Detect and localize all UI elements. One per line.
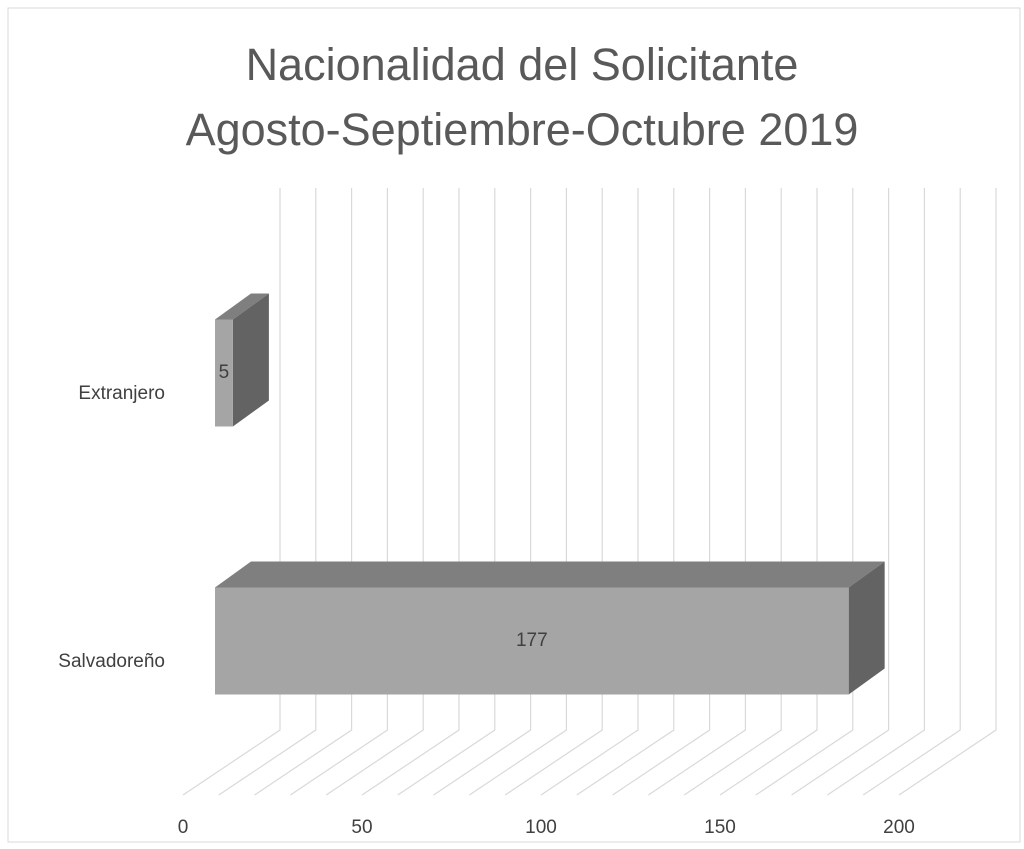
bar-side xyxy=(232,293,269,427)
x-tick-label: 0 xyxy=(178,817,189,838)
grid-line xyxy=(325,188,424,796)
data-label: 177 xyxy=(516,630,548,651)
bar-side xyxy=(848,561,885,695)
grid-line xyxy=(862,188,961,796)
chart-border xyxy=(7,7,1021,843)
grid-line xyxy=(683,188,782,796)
grid-line xyxy=(576,188,675,796)
grid-line xyxy=(612,188,711,796)
grid-line xyxy=(218,188,317,796)
grid-line xyxy=(898,188,997,796)
grid-line xyxy=(433,188,532,796)
bar xyxy=(215,293,269,427)
chart-title: Nacionalidad del Solicitante xyxy=(246,39,799,90)
grid-line xyxy=(827,188,926,796)
grid-line xyxy=(290,188,388,796)
grid-line xyxy=(719,188,818,796)
x-tick-label: 200 xyxy=(883,817,915,838)
grid-line xyxy=(755,188,854,796)
grid-line xyxy=(254,188,353,796)
grid-line xyxy=(504,188,603,796)
chart-subtitle: Agosto-Septiembre-Octubre 2019 xyxy=(186,104,859,155)
bar xyxy=(215,561,885,695)
x-tick-label: 50 xyxy=(351,817,372,838)
grid-line xyxy=(469,188,568,796)
data-label: 5 xyxy=(219,362,230,383)
bar-front xyxy=(215,587,849,695)
y-tick-label: Extranjero xyxy=(78,383,165,404)
x-tick-label: 100 xyxy=(525,817,557,838)
x-tick-label: 150 xyxy=(704,817,736,838)
grid-line xyxy=(397,188,496,796)
y-tick-label: Salvadoreño xyxy=(58,651,165,672)
bar-front xyxy=(215,319,233,427)
grid-line xyxy=(361,188,460,796)
bar-top xyxy=(215,293,269,320)
grid-line xyxy=(540,188,639,796)
grid-line xyxy=(648,188,747,796)
grid-line xyxy=(791,188,890,796)
grid-line xyxy=(182,188,281,796)
bar-top xyxy=(215,561,885,588)
